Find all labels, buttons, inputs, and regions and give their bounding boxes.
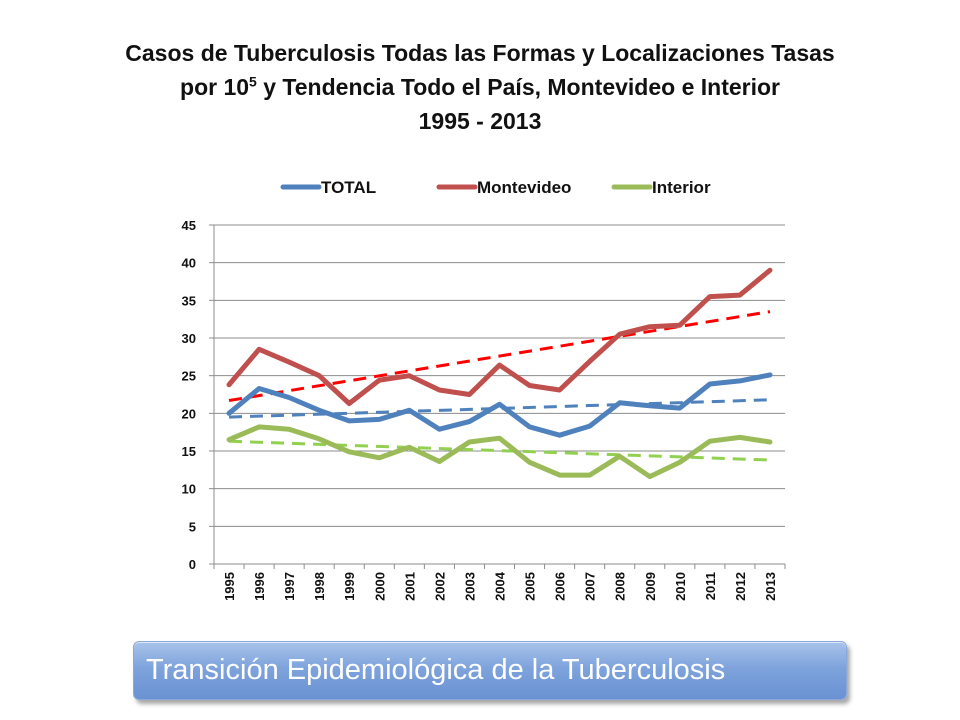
y-tick-label-35: 35 — [182, 293, 196, 308]
banner-box — [133, 641, 847, 700]
y-tick-label-15: 15 — [182, 444, 196, 459]
x-tick-label-2007: 2007 — [583, 572, 598, 601]
line-chart: 0 5 10 15 20 25 30 35 40 45 1995 1996 1997 1998 1999 2… — [182, 178, 786, 601]
trendline-interior — [228, 439, 771, 462]
y-tick-label-40: 40 — [182, 256, 196, 271]
x-tick-label-2001: 2001 — [402, 572, 417, 601]
y-tick-labels: 0 5 10 15 20 25 30 35 40 45 — [182, 218, 196, 572]
title-line-1: Casos de Tuberculosis Todas las Formas y… — [125, 40, 835, 66]
y-tick-label-30: 30 — [182, 331, 196, 346]
y-tick-label-5: 5 — [189, 519, 196, 534]
legend-label-total: TOTAL — [321, 178, 376, 197]
title-superscript: 5 — [249, 73, 257, 90]
series-line-total — [226, 372, 773, 438]
x-tick-label-2013: 2013 — [763, 572, 778, 601]
x-tick-label-1995: 1995 — [222, 572, 237, 601]
x-tick-label-1997: 1997 — [282, 572, 297, 601]
x-tick-label-2009: 2009 — [643, 572, 658, 601]
trendline-total — [228, 398, 771, 419]
trendlines — [228, 310, 771, 462]
x-tick-label-1996: 1996 — [252, 572, 267, 601]
title-line-3: 1995 - 2013 — [418, 108, 542, 134]
x-tick-label-1999: 1999 — [342, 572, 357, 601]
y-tick-label-25: 25 — [182, 369, 196, 384]
x-tick-label-2008: 2008 — [613, 572, 628, 601]
y-tick-label-20: 20 — [182, 406, 196, 421]
chart-title: Casos de Tuberculosis Todas las Formas y… — [0, 36, 960, 138]
gridlines — [214, 224, 785, 527]
legend: TOTAL Montevideo Interior — [280, 178, 711, 197]
title-line-2: por 105 y Tendencia Todo el País, Montev… — [0, 70, 960, 104]
y-tick-label-0: 0 — [189, 557, 196, 572]
banner-text: Transición Epidemiológica de la Tubercul… — [146, 654, 726, 686]
x-tick-label-2002: 2002 — [432, 572, 447, 601]
series-line-montevideo — [226, 267, 773, 406]
x-tick-label-2000: 2000 — [372, 572, 387, 601]
x-tick-labels: 1995 1996 1997 1998 1999 2000 2001 2002 2003 2004… — [222, 571, 778, 601]
trendline-montevideo — [228, 310, 771, 403]
x-tick-label-2005: 2005 — [523, 572, 538, 601]
title-line-2-pre: por 10 — [180, 74, 250, 100]
y-tick-label-45: 45 — [182, 218, 196, 233]
legend-label-montevideo: Montevideo — [477, 178, 571, 197]
x-tick-label-2003: 2003 — [462, 572, 477, 601]
x-tick-label-2010: 2010 — [673, 572, 688, 601]
title-line-2-post: y Tendencia Todo el País, Montevideo e I… — [256, 74, 780, 100]
x-tick-label-2004: 2004 — [493, 571, 508, 601]
x-tick-label-2006: 2006 — [553, 572, 568, 601]
legend-label-interior: Interior — [652, 178, 711, 197]
x-tick-label-1998: 1998 — [312, 572, 327, 601]
data-series — [226, 267, 773, 480]
series-line-interior — [226, 424, 773, 480]
x-tick-label-2011: 2011 — [703, 572, 718, 600]
y-tick-label-10: 10 — [182, 482, 196, 497]
x-tick-label-2012: 2012 — [733, 572, 748, 601]
axes — [209, 224, 786, 569]
